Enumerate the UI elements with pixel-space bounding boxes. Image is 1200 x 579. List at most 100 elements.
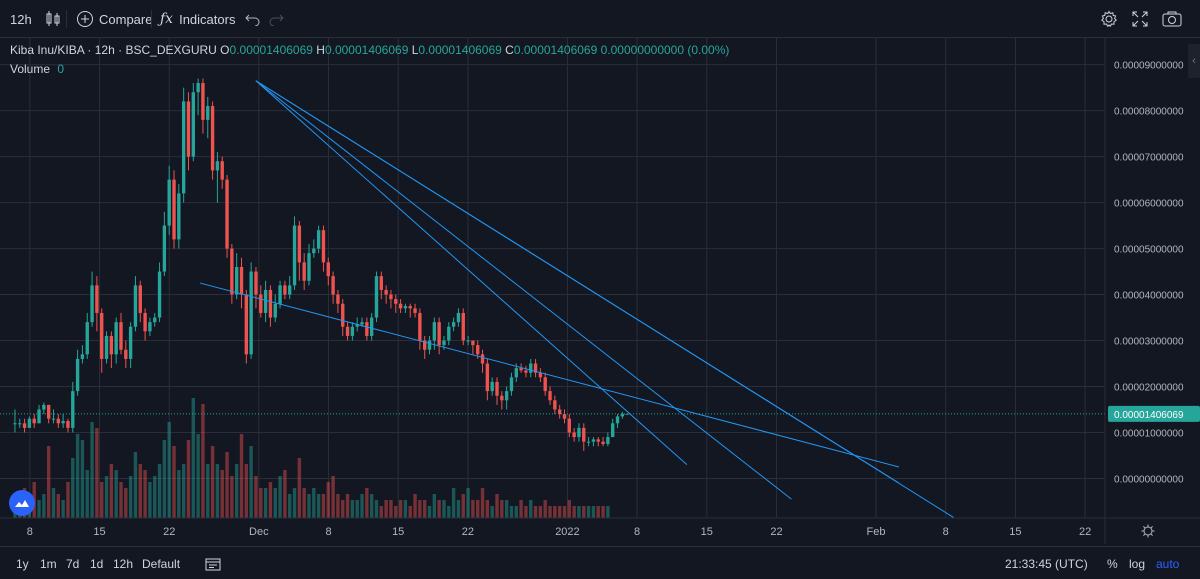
trendline bbox=[255, 80, 900, 484]
candle-body bbox=[225, 179, 229, 249]
candle-body bbox=[533, 363, 538, 373]
compare-button[interactable]: Compare bbox=[76, 0, 152, 38]
candle-body bbox=[504, 391, 509, 401]
volume-bar bbox=[529, 500, 533, 518]
range-1y[interactable]: 1y bbox=[16, 547, 29, 579]
price-tick-label: 0.00007000000 bbox=[1114, 153, 1184, 164]
candle-body bbox=[495, 381, 499, 396]
candle-body bbox=[577, 427, 581, 438]
trendline-drawings[interactable] bbox=[199, 80, 954, 518]
candle-body bbox=[153, 317, 157, 323]
range-12h[interactable]: 12h bbox=[113, 547, 133, 579]
candle-body bbox=[519, 368, 523, 371]
time-tick-label: 8 bbox=[325, 526, 331, 538]
indicators-button[interactable]: ƒx Indicators bbox=[160, 0, 235, 38]
candle-body bbox=[620, 413, 625, 417]
range-default[interactable]: Default bbox=[142, 547, 180, 579]
volume-bar bbox=[577, 506, 581, 518]
candle-body bbox=[437, 322, 441, 346]
chart-type-icon[interactable] bbox=[45, 0, 61, 38]
percent-toggle[interactable]: % bbox=[1107, 547, 1118, 579]
candle-body bbox=[582, 427, 586, 442]
auto-toggle[interactable]: auto bbox=[1156, 547, 1179, 579]
volume-bar bbox=[519, 500, 523, 518]
candle-body bbox=[586, 441, 591, 443]
candle-body bbox=[567, 418, 572, 433]
candle-body bbox=[220, 161, 224, 180]
range-1d[interactable]: 1d bbox=[90, 547, 103, 579]
camera-icon[interactable] bbox=[1162, 0, 1182, 38]
brand-logo-icon[interactable] bbox=[9, 490, 35, 516]
time-tick-label: 2022 bbox=[555, 526, 579, 538]
gear-circle bbox=[1143, 526, 1153, 536]
log-toggle[interactable]: log bbox=[1129, 547, 1145, 579]
interval-button[interactable]: 12h bbox=[10, 0, 32, 38]
candle-body bbox=[514, 368, 518, 378]
volume-bar bbox=[254, 476, 258, 518]
volume-bars bbox=[13, 398, 610, 518]
candle-body bbox=[480, 354, 485, 364]
high-value: 0.00001406069 bbox=[324, 43, 409, 57]
legend-exchange: BSC_DEXGURU bbox=[125, 43, 217, 57]
candle-body bbox=[297, 225, 302, 263]
candle-body bbox=[596, 439, 600, 442]
candle-body bbox=[302, 262, 306, 281]
volume-label[interactable]: Volume bbox=[10, 62, 51, 76]
volume-value: 0 bbox=[57, 62, 65, 76]
volume-bar bbox=[46, 446, 51, 518]
time-axis[interactable]: 8 15 22 Dec 8 15 22 2022 8 15 22 Feb 8 15 22 bbox=[0, 517, 1200, 538]
volume-bar bbox=[389, 500, 393, 518]
price-chart[interactable]: 0.00009000000 0.00008000000 0.00007000000 0… bbox=[0, 38, 1200, 544]
symbol-name[interactable]: Kiba Inu/KIBA bbox=[10, 43, 85, 57]
price-axis[interactable]: 0.00009000000 0.00008000000 0.00007000000 0… bbox=[1104, 38, 1200, 544]
settings-gear-icon[interactable] bbox=[1100, 0, 1118, 38]
undo-icon[interactable] bbox=[245, 0, 261, 38]
volume-bar bbox=[418, 500, 422, 518]
volume-bar bbox=[548, 506, 552, 518]
volume-bar bbox=[288, 494, 292, 518]
candle-body bbox=[451, 322, 456, 327]
candle-body bbox=[369, 317, 374, 336]
collapse-panel-handle[interactable]: ‹ bbox=[1188, 44, 1200, 78]
candle-body bbox=[432, 322, 437, 341]
candle-body bbox=[201, 83, 205, 120]
candle-body bbox=[167, 179, 171, 226]
volume-bar bbox=[71, 458, 75, 518]
gear-tooth bbox=[1150, 533, 1153, 536]
volume-bar bbox=[394, 506, 398, 518]
date-range-icon[interactable] bbox=[205, 547, 221, 579]
volume-bar bbox=[345, 494, 350, 518]
candle-body bbox=[601, 441, 605, 444]
candle-body bbox=[418, 312, 422, 341]
candle-body bbox=[538, 372, 543, 378]
candle-body bbox=[249, 271, 253, 355]
candle-body bbox=[350, 326, 355, 336]
volume-bar bbox=[297, 458, 302, 518]
candle-body bbox=[360, 322, 364, 325]
volume-bar bbox=[485, 500, 490, 518]
volume-bar bbox=[456, 500, 461, 518]
price-tick-label: 0.00006000000 bbox=[1114, 199, 1184, 210]
range-1m[interactable]: 1m bbox=[40, 547, 57, 579]
candle-body bbox=[124, 349, 128, 359]
clock-time[interactable]: 21:33:45 (UTC) bbox=[1005, 547, 1088, 579]
candle-body bbox=[162, 225, 167, 272]
volume-bar bbox=[220, 470, 224, 518]
candle-body bbox=[263, 289, 268, 313]
volume-bar bbox=[273, 488, 277, 518]
bottom-toolbar: 1y 1m 7d 1d 12h Default 21:33:45 (UTC) %… bbox=[0, 546, 1200, 579]
candle-body bbox=[186, 101, 191, 157]
volume-bar bbox=[504, 500, 509, 518]
candle-body bbox=[278, 285, 282, 304]
candle-body bbox=[56, 418, 61, 424]
candle-body bbox=[307, 253, 311, 281]
candle-body bbox=[128, 326, 133, 359]
range-7d[interactable]: 7d bbox=[66, 547, 79, 579]
volume-bar bbox=[201, 404, 205, 518]
redo-icon[interactable] bbox=[268, 0, 284, 38]
volume-bar bbox=[601, 506, 605, 518]
fullscreen-icon[interactable] bbox=[1132, 0, 1148, 38]
volume-bar bbox=[128, 476, 133, 518]
volume-bar bbox=[114, 470, 118, 518]
range-label: 1d bbox=[90, 556, 104, 571]
